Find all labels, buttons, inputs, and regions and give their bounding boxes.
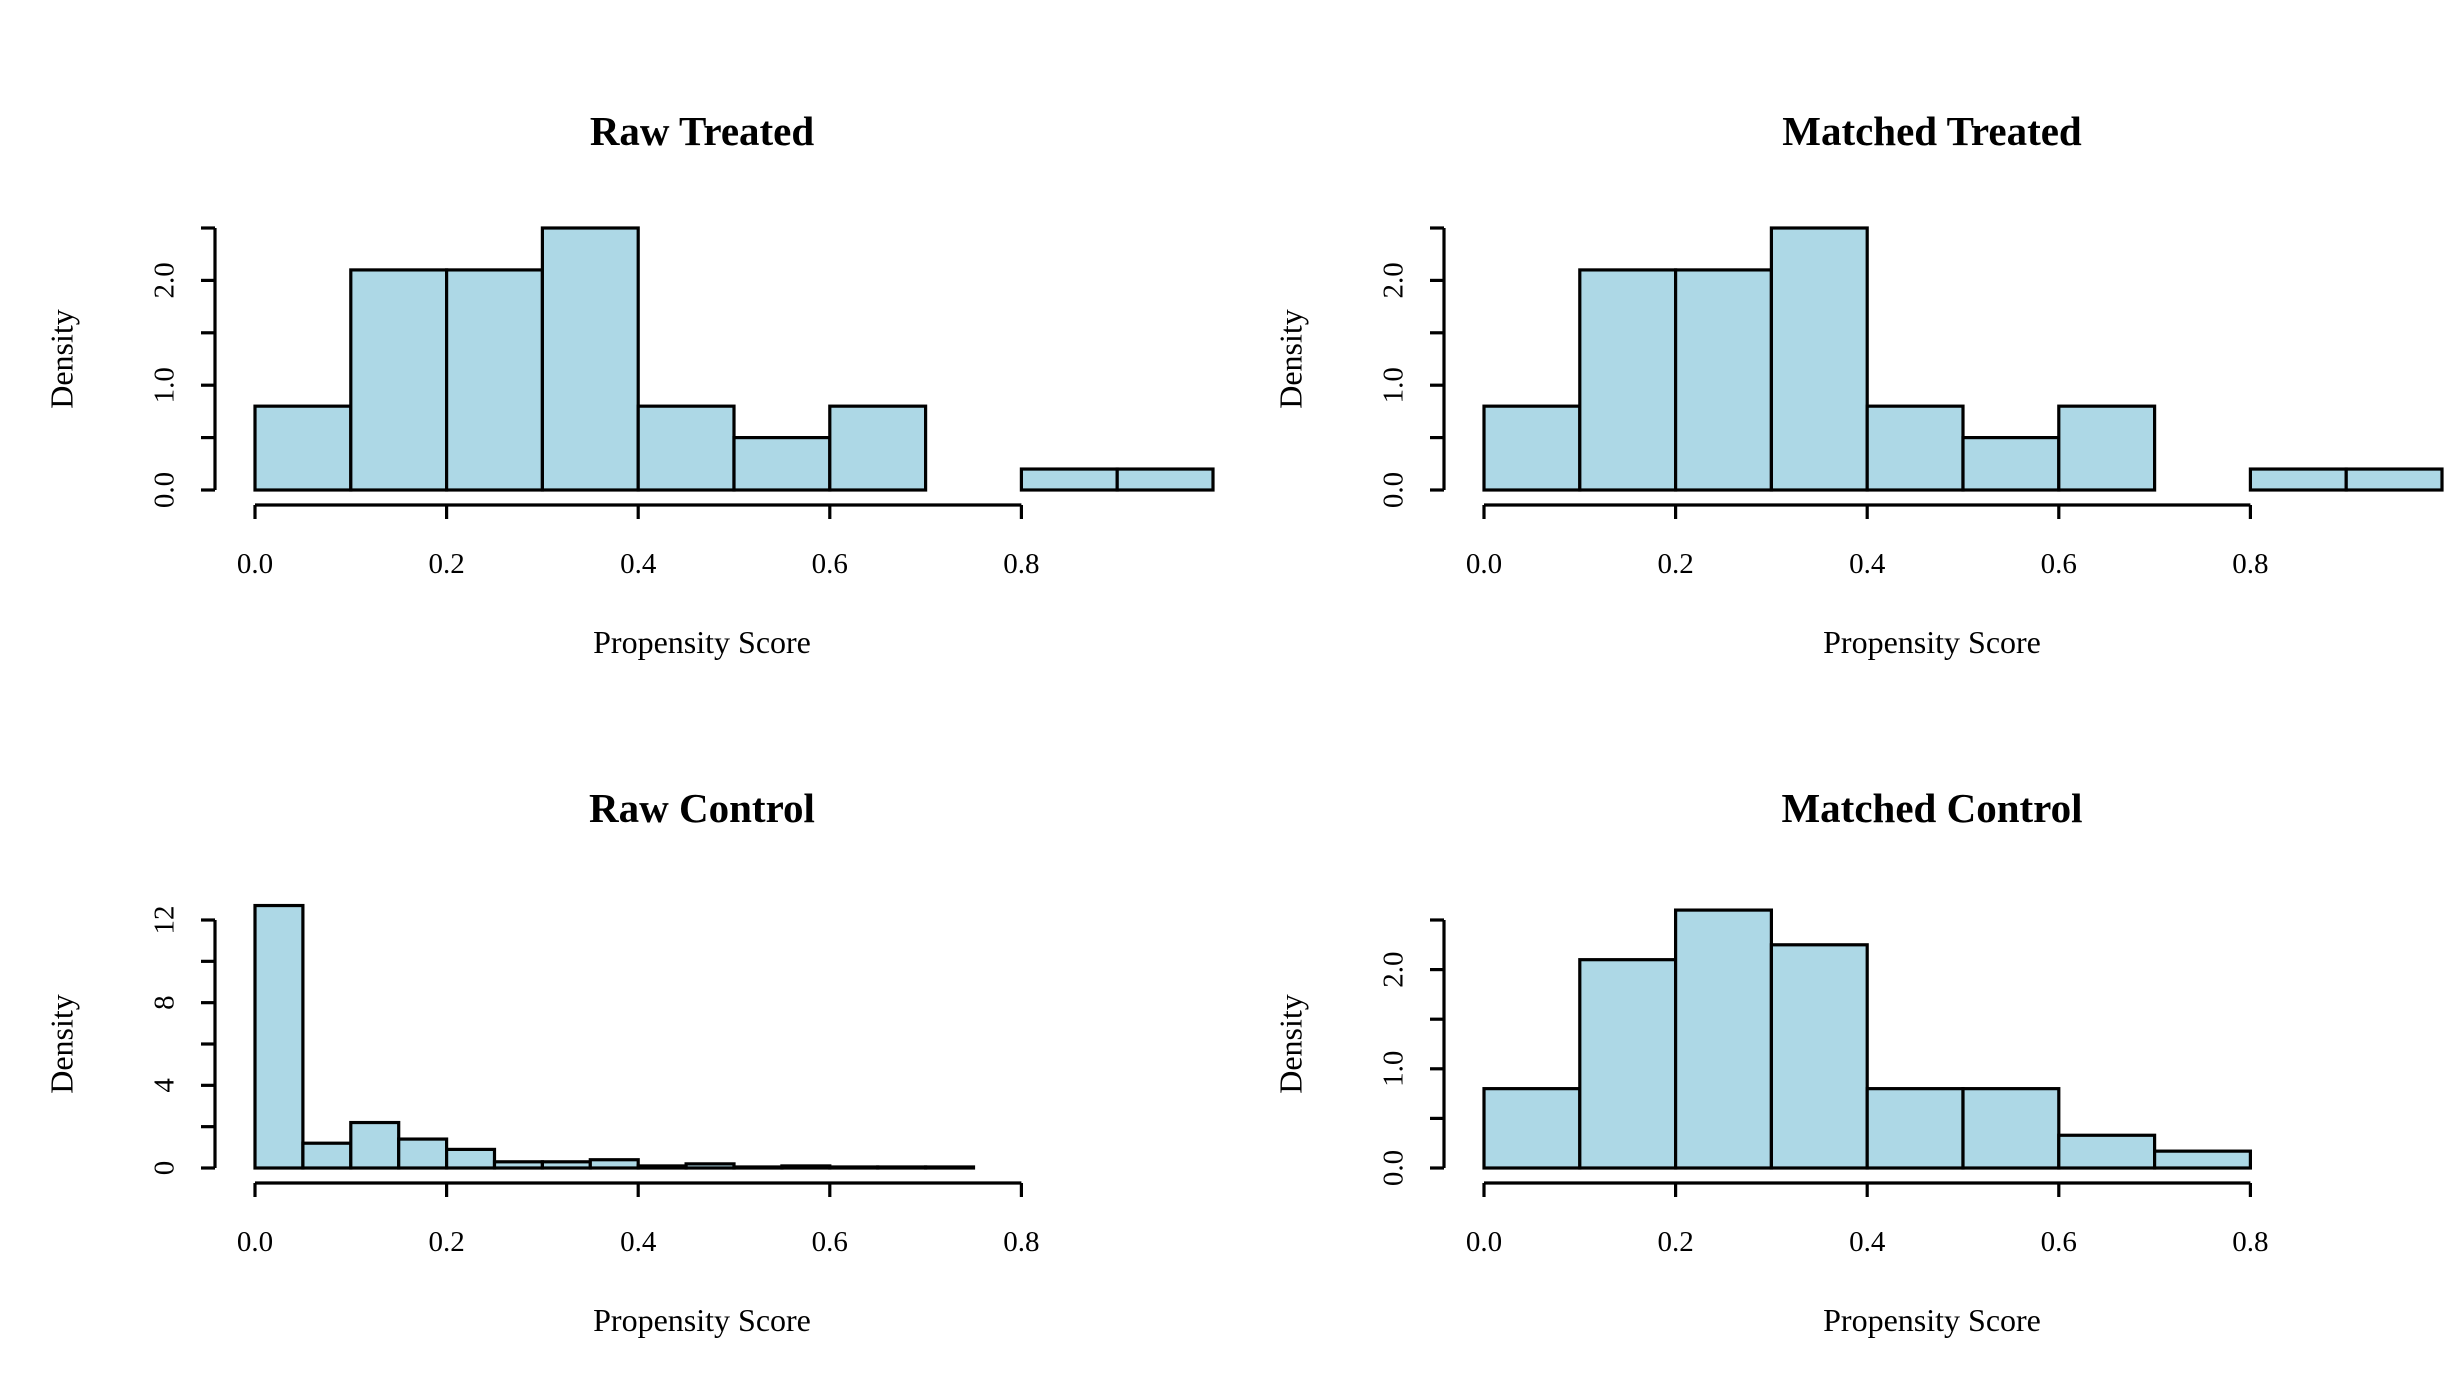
y-tick-label: 4 <box>149 1078 181 1093</box>
histogram-bar <box>1673 268 1773 492</box>
x-tick-label: 0.8 <box>1003 1226 1039 1258</box>
x-tick-label: 0.8 <box>2232 548 2268 580</box>
x-tick-label: 0.2 <box>1657 548 1693 580</box>
histogram-bar <box>540 226 640 492</box>
histogram-bar <box>636 1164 688 1170</box>
x-tick-label: 0.4 <box>620 1226 657 1258</box>
histogram-bar <box>397 1137 449 1170</box>
histogram-bar <box>1115 467 1215 492</box>
x-tick-label: 0.0 <box>1466 548 1502 580</box>
y-tick-label: 1.0 <box>1378 367 1410 403</box>
histogram-bar <box>1578 268 1678 492</box>
histogram-bar <box>1673 908 1773 1170</box>
x-tick-label: 0.4 <box>620 548 657 580</box>
histogram-bar <box>1482 1087 1582 1170</box>
histogram-bar <box>1961 1087 2061 1170</box>
y-tick-label: 0.0 <box>1378 472 1410 508</box>
histogram-bar <box>828 1165 880 1170</box>
y-axis-label: Density <box>1272 994 1308 1094</box>
histogram-bar <box>2248 467 2348 492</box>
chart-panel-raw-control: Raw Control 0.0 0.2 0.4 0.6 0.8 Propensity Sco… <box>43 785 1039 1338</box>
chart-title: Raw Treated <box>590 108 815 154</box>
x-tick-label: 0.2 <box>1657 1226 1693 1258</box>
x-axis-label: Propensity Score <box>593 624 811 660</box>
y-axis-label: Density <box>43 309 79 409</box>
chart-title: Matched Treated <box>1782 108 2082 154</box>
histogram-bar <box>2057 404 2157 492</box>
x-tick-label: 0.8 <box>1003 548 1039 580</box>
y-tick-label: 2.0 <box>1378 262 1410 298</box>
x-tick-label: 0.6 <box>2041 1226 2077 1258</box>
chart-title: Matched Control <box>1781 785 2082 831</box>
histogram-bar <box>1865 404 1965 492</box>
y-tick-label: 1.0 <box>1378 1051 1410 1087</box>
histogram-bar <box>732 1165 784 1170</box>
x-tick-label: 0.2 <box>428 1226 464 1258</box>
y-tick-label: 0 <box>149 1161 181 1176</box>
histogram-bar <box>1769 226 1869 492</box>
histogram-bar <box>253 404 353 492</box>
x-tick-label: 0.6 <box>2041 548 2077 580</box>
histogram-bar <box>1482 404 1582 492</box>
histogram-bar <box>780 1164 832 1170</box>
x-axis-label: Propensity Score <box>1823 624 2041 660</box>
histogram-bar <box>732 436 832 492</box>
y-tick-label: 1.0 <box>149 367 181 403</box>
histogram-bar <box>2057 1133 2157 1170</box>
histogram-bar <box>1769 943 1869 1170</box>
histogram-bar <box>540 1160 592 1170</box>
x-tick-label: 0.6 <box>812 548 848 580</box>
y-tick-label: 0.0 <box>149 472 181 508</box>
histogram-bar <box>492 1160 545 1170</box>
histogram-bar <box>636 404 736 492</box>
histogram-bar <box>876 1165 928 1170</box>
histogram-bar <box>253 903 305 1170</box>
histogram-bar <box>828 404 928 492</box>
histogram-bar <box>1578 958 1678 1170</box>
y-tick-label: 2.0 <box>149 262 181 298</box>
x-tick-label: 0.8 <box>2232 1226 2268 1258</box>
x-tick-label: 0.4 <box>1849 1226 1886 1258</box>
x-tick-label: 0.0 <box>237 548 273 580</box>
chart-panel-matched-control: Matched Control 0.0 0.2 0.4 0.6 0.8 Propensity… <box>1272 785 2268 1338</box>
histogram-bar <box>445 1147 497 1170</box>
x-tick-label: 0.2 <box>428 548 464 580</box>
x-tick-label: 0.4 <box>1849 548 1886 580</box>
histogram-bar <box>1019 467 1119 492</box>
histogram-bar <box>684 1162 736 1170</box>
histogram-bar <box>349 268 449 492</box>
x-tick-label: 0.0 <box>237 1226 273 1258</box>
y-tick-label: 12 <box>149 906 181 935</box>
histogram-bar <box>349 1120 401 1170</box>
x-tick-label: 0.6 <box>812 1226 848 1258</box>
histogram-bar <box>1865 1087 1965 1170</box>
y-tick-label: 8 <box>149 995 181 1010</box>
chart-panel-raw-treated: Raw Treated 0.0 0.2 0.4 0.6 0.8 Propensity Sco… <box>43 108 1215 660</box>
histogram-bar <box>923 1165 976 1170</box>
histogram-bar <box>2153 1149 2253 1170</box>
chart-title: Raw Control <box>589 785 815 831</box>
histogram-bar <box>588 1158 640 1170</box>
histogram-bar <box>301 1141 353 1170</box>
x-axis-label: Propensity Score <box>1823 1302 2041 1338</box>
histogram-bar <box>445 268 545 492</box>
chart-panel-matched-treated: Matched Treated 0.0 0.2 0.4 0.6 0.8 Propensity… <box>1272 108 2444 660</box>
y-axis-label: Density <box>43 994 79 1094</box>
y-tick-label: 2.0 <box>1378 951 1410 987</box>
histogram-bar <box>2344 467 2444 492</box>
x-tick-label: 0.0 <box>1466 1226 1502 1258</box>
histogram-bar <box>1961 436 2061 492</box>
x-axis-label: Propensity Score <box>593 1302 811 1338</box>
y-tick-label: 0.0 <box>1378 1150 1410 1186</box>
y-axis-label: Density <box>1272 309 1308 409</box>
